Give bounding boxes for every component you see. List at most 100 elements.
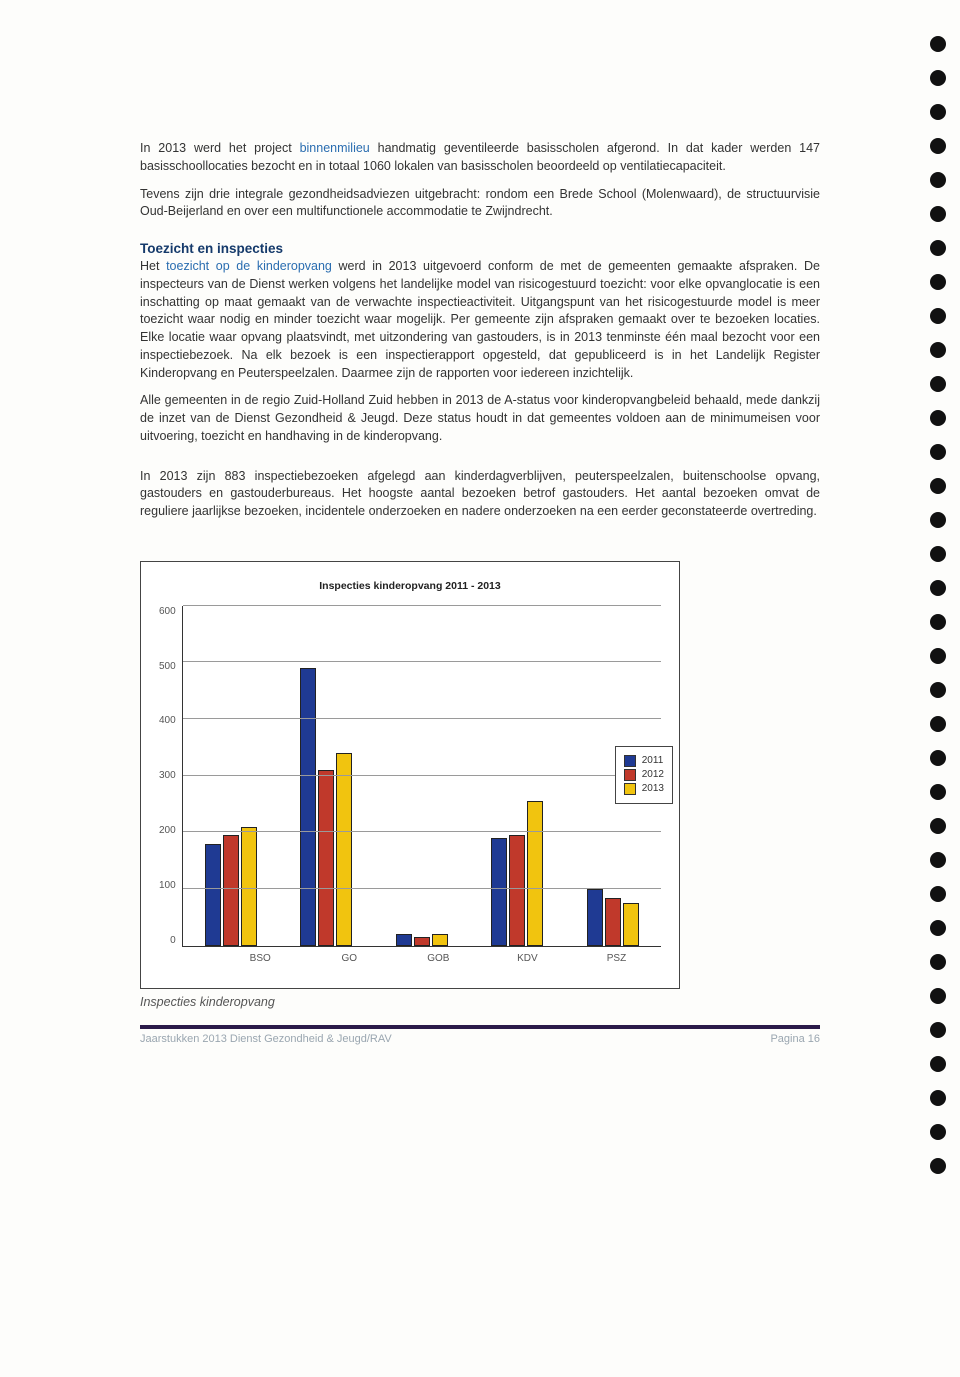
- binding-hole: [930, 716, 946, 732]
- legend-swatch: [624, 769, 636, 781]
- binding-hole: [930, 682, 946, 698]
- y-tick-label: 600: [159, 606, 176, 617]
- paragraph-4: Alle gemeenten in de regio Zuid-Holland …: [140, 392, 820, 445]
- x-tick-label: GO: [319, 953, 379, 964]
- link-binnenmilieu: binnenmilieu: [300, 141, 370, 155]
- bar: [491, 838, 507, 946]
- binding-hole: [930, 342, 946, 358]
- paragraph-1: In 2013 werd het project binnenmilieu ha…: [140, 140, 820, 176]
- section-heading: Toezicht en inspecties: [140, 241, 820, 256]
- grid-line: [183, 605, 661, 606]
- bar: [623, 903, 639, 946]
- bar: [587, 889, 603, 946]
- footer-rule: [140, 1025, 820, 1029]
- binding-hole: [930, 410, 946, 426]
- bar: [509, 835, 525, 946]
- binding-hole: [930, 1124, 946, 1140]
- bar-group: [583, 889, 643, 946]
- paragraph-5: In 2013 zijn 883 inspectiebezoeken afgel…: [140, 468, 820, 521]
- bar: [241, 827, 257, 946]
- binding-hole: [930, 478, 946, 494]
- chart-title: Inspecties kinderopvang 2011 - 2013: [159, 580, 661, 592]
- bar-group: [487, 801, 547, 946]
- text: Het: [140, 259, 166, 273]
- binding-hole: [930, 36, 946, 52]
- x-tick-label: KDV: [497, 953, 557, 964]
- link-toezicht: toezicht op de kinderopvang: [166, 259, 332, 273]
- binding-hole: [930, 580, 946, 596]
- legend-label: 2013: [642, 783, 664, 794]
- bar-groups: [183, 606, 661, 946]
- y-tick-label: 100: [159, 880, 176, 891]
- binding-hole: [930, 138, 946, 154]
- x-tick-label: BSO: [230, 953, 290, 964]
- grid-line: [183, 888, 661, 889]
- bar: [414, 937, 430, 946]
- binding-hole: [930, 240, 946, 256]
- binding-hole: [930, 1158, 946, 1174]
- grid-line: [183, 718, 661, 719]
- y-tick-label: 400: [159, 715, 176, 726]
- bar: [318, 770, 334, 946]
- binding-hole: [930, 750, 946, 766]
- bar: [396, 934, 412, 945]
- chart-legend: 2011 2012 2013: [615, 746, 673, 804]
- x-tick-label: GOB: [408, 953, 468, 964]
- binding-hole: [930, 444, 946, 460]
- x-axis-labels: BSO GO GOB KDV PSZ: [216, 953, 661, 964]
- y-tick-label: 500: [159, 661, 176, 672]
- binding-hole: [930, 70, 946, 86]
- legend-label: 2012: [642, 769, 664, 780]
- binding-hole: [930, 920, 946, 936]
- grid-line: [183, 831, 661, 832]
- footer: Jaarstukken 2013 Dienst Gezondheid & Jeu…: [140, 1033, 820, 1045]
- binding-hole: [930, 512, 946, 528]
- binding-hole: [930, 886, 946, 902]
- grid-line: [183, 661, 661, 662]
- binding-hole: [930, 308, 946, 324]
- binding-hole: [930, 1090, 946, 1106]
- bar: [336, 753, 352, 946]
- paragraph-3: Het toezicht op de kinderopvang werd in …: [140, 258, 820, 382]
- bar-group: [201, 827, 261, 946]
- bar: [300, 668, 316, 946]
- x-tick-label: PSZ: [586, 953, 646, 964]
- bar: [432, 934, 448, 945]
- legend-swatch: [624, 783, 636, 795]
- binding-hole: [930, 1056, 946, 1072]
- binding-hole: [930, 206, 946, 222]
- y-tick-label: 300: [159, 770, 176, 781]
- bar-group: [296, 668, 356, 946]
- binding-hole: [930, 614, 946, 630]
- bar: [205, 844, 221, 946]
- binding-hole: [930, 376, 946, 392]
- bar: [605, 898, 621, 946]
- chart-plot-area: [182, 606, 661, 947]
- footer-left: Jaarstukken 2013 Dienst Gezondheid & Jeu…: [140, 1033, 392, 1045]
- binding-hole: [930, 852, 946, 868]
- binding-holes: [930, 36, 946, 1174]
- legend-swatch: [624, 755, 636, 767]
- footer-right: Pagina 16: [770, 1033, 820, 1045]
- binding-hole: [930, 954, 946, 970]
- bar: [223, 835, 239, 946]
- binding-hole: [930, 274, 946, 290]
- legend-row: 2013: [624, 783, 664, 795]
- legend-row: 2011: [624, 755, 664, 767]
- document-page: In 2013 werd het project binnenmilieu ha…: [0, 0, 960, 1377]
- chart-caption: Inspecties kinderopvang: [140, 995, 820, 1009]
- binding-hole: [930, 988, 946, 1004]
- binding-hole: [930, 818, 946, 834]
- binding-hole: [930, 172, 946, 188]
- chart-container: Inspecties kinderopvang 2011 - 2013 600 5…: [140, 561, 680, 989]
- binding-hole: [930, 648, 946, 664]
- binding-hole: [930, 546, 946, 562]
- bar: [527, 801, 543, 946]
- text: werd in 2013 uitgevoerd conform de met d…: [140, 259, 820, 380]
- y-tick-label: 0: [170, 935, 176, 946]
- legend-label: 2011: [642, 755, 664, 766]
- bar-group: [392, 934, 452, 945]
- text: In 2013 werd het project: [140, 141, 300, 155]
- plot-wrap: 6005004003002001000 BSOGOGOBKDVPSZ: [159, 606, 661, 964]
- binding-hole: [930, 1022, 946, 1038]
